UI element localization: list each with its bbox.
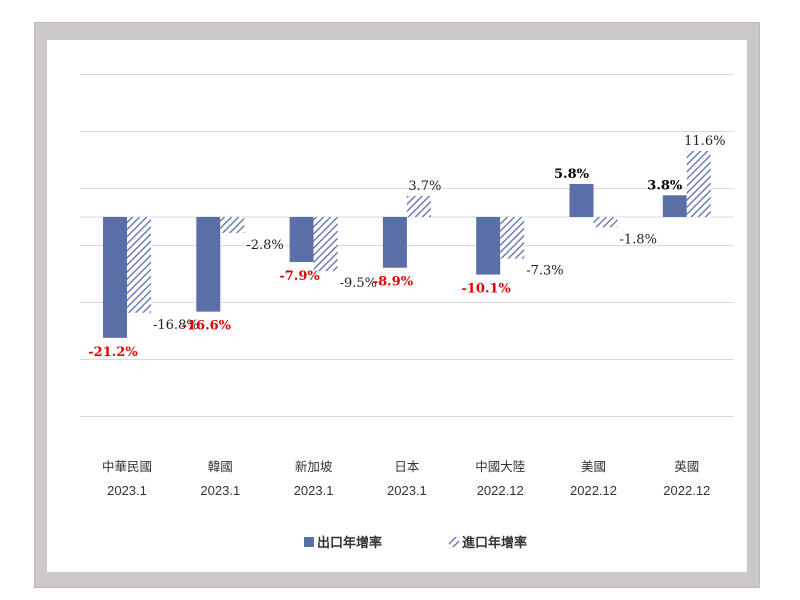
- import-label-3: 3.7%: [408, 179, 441, 194]
- category-name-0: 中華民國: [102, 459, 152, 474]
- category-period-6: 2022.12: [663, 483, 710, 498]
- category-period-5: 2022.12: [570, 483, 617, 498]
- export-label-0: -21.2%: [88, 345, 138, 360]
- category-name-5: 美國: [581, 459, 606, 474]
- import-bar-3: [406, 195, 431, 217]
- import-bar-2: [313, 217, 338, 272]
- import-bar-6: [686, 150, 711, 217]
- bar-chart: -21.2% -16.8%-16.6% -2.8% -7.9% -9.5%-8.9% 3.…: [80, 74, 734, 551]
- legend-swatch-0: [304, 537, 314, 547]
- export-label-3: -8.9%: [373, 275, 414, 290]
- category-period-1: 2023.1: [200, 483, 240, 498]
- category-period-0: 2023.1: [107, 483, 147, 498]
- export-bar-2: [289, 217, 314, 263]
- legend-label-1: 進口年增率: [462, 535, 527, 551]
- legend-swatch-1: [449, 537, 459, 547]
- import-bar-4: [500, 217, 525, 259]
- category-name-2: 新加坡: [295, 459, 333, 474]
- export-bar-1: [196, 217, 221, 312]
- import-label-6: 11.6%: [684, 134, 725, 149]
- import-bar-1: [220, 217, 245, 233]
- export-label-1: -16.6%: [182, 319, 232, 334]
- export-bar-3: [382, 217, 407, 268]
- import-label-0: -16.8%: [153, 318, 199, 333]
- category-name-6: 英國: [674, 459, 699, 474]
- import-label-4: -7.3%: [526, 264, 563, 279]
- import-label-2: -9.5%: [340, 276, 377, 291]
- import-label-1: -2.8%: [246, 238, 283, 253]
- legend-label-0: 出口年增率: [317, 535, 382, 551]
- export-bar-0: [103, 217, 127, 338]
- import-bar-5: [593, 217, 618, 228]
- chart-panel: -21.2% -16.8% -16.6% -2.8% -7.9% -9.5% -8.9% 3.…: [47, 40, 747, 572]
- import-bar-0: [127, 217, 151, 313]
- export-bar-4: [476, 217, 501, 275]
- export-bar-5: [569, 183, 594, 217]
- export-label-4: -10.1%: [461, 282, 511, 297]
- category-name-1: 韓國: [208, 459, 233, 474]
- export-bar-6: [662, 195, 687, 217]
- category-name-3: 日本: [394, 459, 420, 474]
- category-period-3: 2023.1: [387, 483, 427, 498]
- export-label-2: -7.9%: [279, 269, 320, 284]
- export-label-5: 5.8%: [554, 167, 590, 182]
- category-period-4: 2022.12: [477, 483, 524, 498]
- category-name-4: 中國大陸: [475, 459, 525, 474]
- category-period-2: 2023.1: [294, 483, 334, 498]
- import-label-5: -1.8%: [620, 232, 657, 247]
- export-label-6: 3.8%: [647, 178, 683, 193]
